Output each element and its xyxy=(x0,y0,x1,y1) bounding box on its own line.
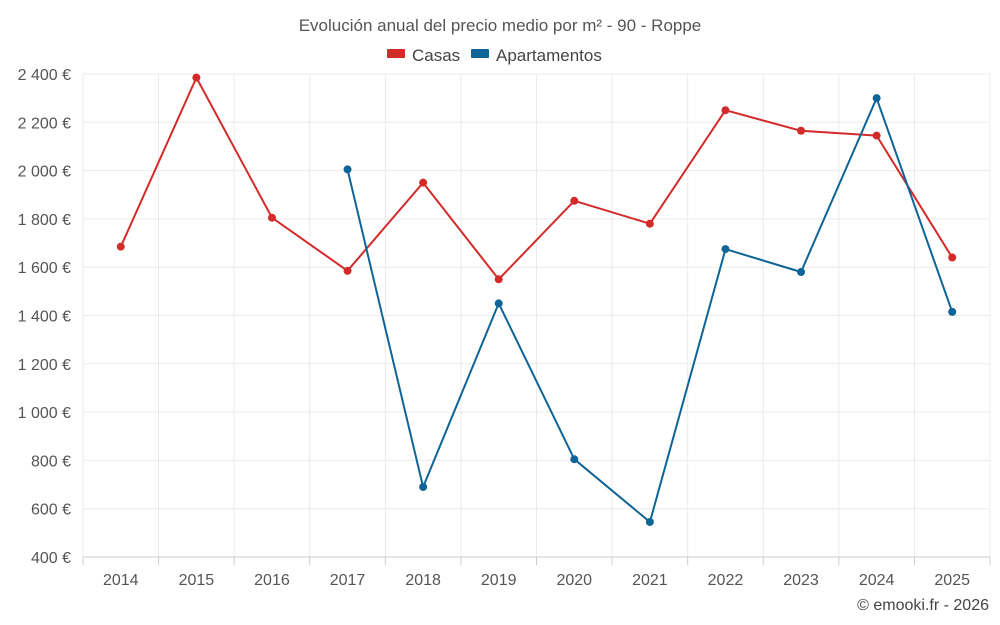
data-point-apartamentos[interactable] xyxy=(419,482,428,491)
chart-title: Evolución anual del precio medio por m² … xyxy=(299,16,702,35)
x-tick-label: 2015 xyxy=(179,572,215,589)
y-tick-label: 600 € xyxy=(31,502,71,519)
y-tick-label: 1 200 € xyxy=(18,357,71,374)
data-point-casas[interactable] xyxy=(267,213,276,222)
x-tick-label: 2018 xyxy=(405,572,441,589)
legend: Casas Apartamentos xyxy=(387,46,602,65)
x-tick-label: 2024 xyxy=(859,572,895,589)
x-tick-label: 2020 xyxy=(556,572,592,589)
x-tick-label: 2019 xyxy=(481,572,517,589)
x-axis: 2014 2015 2016 2017 2018 2019 2020 2021 2022 2023… xyxy=(82,556,991,589)
data-point-apartamentos[interactable] xyxy=(948,307,957,316)
x-tick-label: 2025 xyxy=(934,572,970,589)
data-point-apartamentos[interactable] xyxy=(494,299,503,308)
data-point-casas[interactable] xyxy=(494,275,503,284)
data-point-casas[interactable] xyxy=(343,266,352,275)
data-point-casas[interactable] xyxy=(570,196,579,205)
data-point-casas[interactable] xyxy=(797,126,806,135)
data-point-casas[interactable] xyxy=(419,178,428,187)
data-point-apartamentos[interactable] xyxy=(872,94,881,103)
y-tick-label: 1 000 € xyxy=(18,405,71,422)
legend-swatch-casas xyxy=(387,49,405,58)
legend-label-apartamentos: Apartamentos xyxy=(496,46,602,65)
legend-item-apartamentos[interactable]: Apartamentos xyxy=(471,46,602,65)
data-point-casas[interactable] xyxy=(948,253,957,262)
x-tick-label: 2021 xyxy=(632,572,668,589)
data-point-apartamentos[interactable] xyxy=(570,455,579,464)
legend-label-casas: Casas xyxy=(412,46,460,65)
x-tick-label: 2017 xyxy=(330,572,366,589)
y-tick-label: 800 € xyxy=(31,453,71,470)
data-point-casas[interactable] xyxy=(645,219,654,228)
x-tick-label: 2023 xyxy=(783,572,819,589)
y-tick-label: 2 000 € xyxy=(18,164,71,181)
series-line-apartamentos xyxy=(346,97,954,523)
data-point-apartamentos[interactable] xyxy=(645,517,654,526)
series-line-casas xyxy=(119,76,954,281)
data-point-apartamentos[interactable] xyxy=(721,245,730,254)
y-tick-label: 400 € xyxy=(31,550,71,567)
y-tick-label: 2 400 € xyxy=(18,67,71,84)
y-axis: 400 € 600 € 800 € 1 000 € 1 200 € 1 400 € 1 60… xyxy=(18,67,71,567)
data-point-apartamentos[interactable] xyxy=(343,165,352,174)
y-tick-label: 1 600 € xyxy=(18,260,71,277)
data-point-casas[interactable] xyxy=(192,73,201,82)
y-tick-label: 1 800 € xyxy=(18,212,71,229)
series-layer xyxy=(116,73,957,526)
gridlines xyxy=(82,73,991,557)
x-tick-label: 2014 xyxy=(103,572,139,589)
legend-swatch-apartamentos xyxy=(471,49,489,58)
y-tick-label: 1 400 € xyxy=(18,309,71,326)
data-point-casas[interactable] xyxy=(116,242,125,251)
y-tick-label: 2 200 € xyxy=(18,115,71,132)
credit-text: © emooki.fr - 2026 xyxy=(857,597,989,614)
data-point-casas[interactable] xyxy=(721,106,730,115)
data-point-apartamentos[interactable] xyxy=(797,268,806,277)
x-tick-label: 2016 xyxy=(254,572,290,589)
x-tick-label: 2022 xyxy=(708,572,744,589)
legend-item-casas[interactable]: Casas xyxy=(387,46,460,65)
data-point-casas[interactable] xyxy=(872,131,881,140)
